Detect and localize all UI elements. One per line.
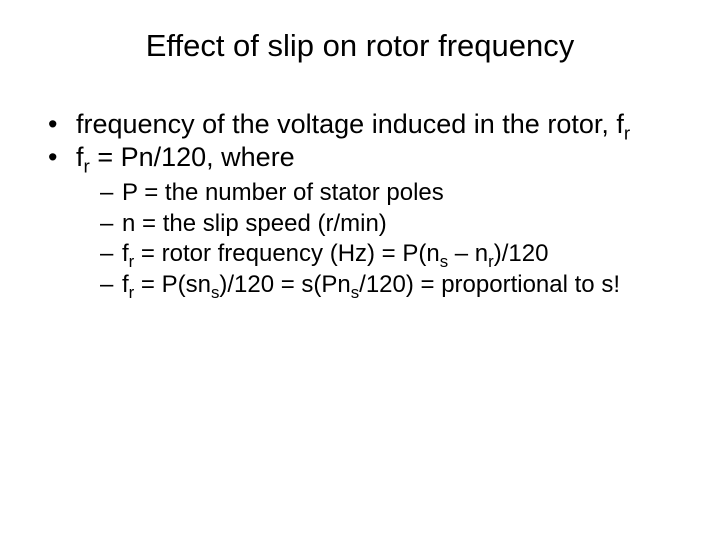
- subbullet-item: n = the slip speed (r/min): [100, 209, 682, 240]
- subbullet-text: P = the number of stator poles: [122, 179, 444, 206]
- bullet-text: frequency of the voltage induced in the …: [76, 109, 630, 139]
- subbullet-item: P = the number of stator poles: [100, 178, 682, 209]
- subbullet-item: fr = P(sns)/120 = s(Pns/120) = proportio…: [100, 270, 682, 301]
- bullet-text: fr = Pn/120, where: [76, 142, 295, 172]
- bullet-list-level1: frequency of the voltage induced in the …: [38, 108, 682, 301]
- slide: Effect of slip on rotor frequency freque…: [0, 0, 720, 540]
- subbullet-text: fr = rotor frequency (Hz) = P(ns – nr)/1…: [122, 240, 548, 267]
- subbullet-text: fr = P(sns)/120 = s(Pns/120) = proportio…: [122, 271, 620, 298]
- bullet-list-level2: P = the number of stator poles n = the s…: [76, 178, 682, 301]
- subbullet-item: fr = rotor frequency (Hz) = P(ns – nr)/1…: [100, 239, 682, 270]
- bullet-item: fr = Pn/120, where P = the number of sta…: [48, 141, 682, 301]
- subbullet-text: n = the slip speed (r/min): [122, 210, 387, 237]
- slide-title: Effect of slip on rotor frequency: [38, 28, 682, 64]
- bullet-item: frequency of the voltage induced in the …: [48, 108, 682, 141]
